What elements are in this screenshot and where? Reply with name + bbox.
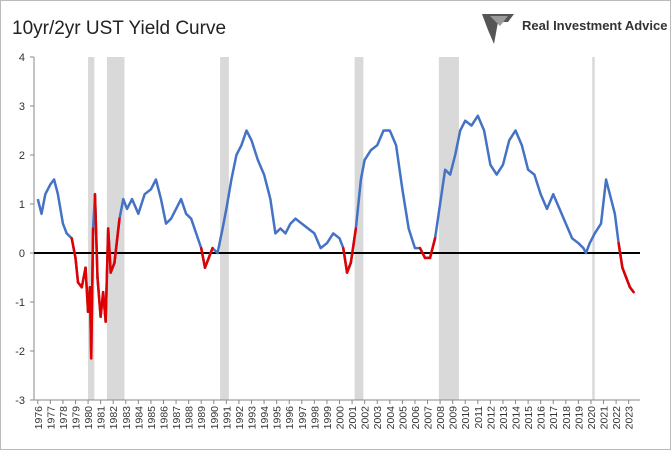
inverted-segment [428, 237, 437, 260]
x-tick-label: 2000 [335, 406, 347, 430]
x-tick-label: 1978 [58, 406, 70, 430]
inverted-segment [617, 241, 624, 269]
brand-logo [482, 14, 514, 44]
recession-band [106, 57, 125, 400]
x-tick-label: 1983 [121, 406, 133, 430]
x-tick-label: 1980 [83, 406, 95, 430]
x-tick-label: 2021 [599, 406, 611, 430]
x-tick-label: 1999 [322, 406, 334, 430]
x-tick-label: 1976 [33, 406, 45, 430]
x-tick-label: 1981 [96, 406, 108, 430]
x-tick-label: 1988 [184, 406, 196, 430]
inverted-segment [89, 227, 95, 360]
inverted-segment [93, 192, 99, 279]
x-tick-label: 2023 [624, 406, 636, 430]
x-tick-label: 1998 [309, 406, 321, 430]
x-tick-label: 2013 [498, 406, 510, 430]
x-tick-label: 2020 [586, 406, 598, 430]
x-tick-label: 1984 [133, 406, 145, 430]
inverted-segment [349, 227, 358, 265]
x-tick-label: 2011 [473, 406, 485, 429]
inverted-segment [342, 246, 349, 274]
x-tick-label: 2004 [385, 406, 397, 430]
x-tick-label: 2009 [448, 406, 460, 430]
x-tick-label: 2007 [423, 406, 435, 430]
y-tick-label: 0 [19, 248, 25, 260]
inverted-segment [628, 286, 635, 294]
x-tick-label: 1979 [70, 406, 82, 430]
inverted-segment [207, 246, 214, 260]
x-tick-label: 1996 [284, 406, 296, 430]
x-tick-label: 2022 [611, 406, 623, 430]
x-tick-label: 2014 [511, 406, 523, 430]
recession-band [354, 57, 364, 400]
recession-band [592, 57, 595, 400]
x-tick-label: 1987 [171, 406, 183, 430]
x-tick-label: 2019 [573, 406, 585, 430]
inverted-segment [203, 256, 211, 269]
x-tick-label: 2016 [536, 406, 548, 430]
inverted-segment [113, 217, 121, 265]
x-tick-label: 1992 [234, 406, 246, 430]
x-tick-label: 2017 [548, 406, 560, 430]
inverted-segment [70, 237, 77, 260]
y-tick-label: 4 [19, 52, 25, 64]
x-tick-label: 2010 [460, 406, 472, 430]
inverted-segment [109, 261, 116, 274]
y-tick-label: 2 [19, 150, 25, 162]
x-tick-label: 1997 [297, 406, 309, 430]
x-tick-label: 2006 [410, 406, 422, 430]
x-tick-label: 1977 [45, 406, 57, 430]
inverted-segment [74, 256, 80, 284]
y-tick-label: -2 [15, 346, 25, 358]
recession-band [438, 57, 459, 400]
chart-title: 10yr/2yr UST Yield Curve [12, 18, 226, 39]
inverted-segment [621, 266, 628, 279]
y-tick-label: -1 [15, 297, 25, 309]
x-tick-label: 2015 [523, 406, 535, 430]
x-tick-label: 2005 [397, 406, 409, 430]
inverted-segment [199, 246, 207, 269]
x-tick-label: 1993 [247, 406, 259, 430]
inverted-segment [418, 246, 427, 260]
y-tick-label: 3 [19, 101, 25, 113]
recession-band [88, 57, 95, 400]
x-tick-label: 1994 [259, 406, 271, 430]
inverted-segment [104, 227, 110, 323]
inverted-segment [106, 227, 112, 274]
x-tick-label: 2003 [372, 406, 384, 430]
x-tick-label: 1985 [146, 406, 158, 430]
x-tick-label: 2001 [347, 406, 359, 430]
recession-band [220, 57, 229, 400]
inverted-segment [345, 261, 353, 274]
x-tick-label: 2002 [360, 406, 372, 430]
x-tick-label: 1986 [158, 406, 170, 430]
x-tick-label: 1990 [209, 406, 221, 430]
y-tick-label: -3 [15, 395, 25, 407]
brand-name: Real Investment Advice [522, 18, 667, 33]
x-tick-label: 1982 [108, 406, 120, 430]
inverted-segment [624, 276, 632, 289]
x-tick-label: 1989 [196, 406, 208, 430]
y-tick-label: 1 [19, 199, 25, 211]
x-tick-label: 2012 [485, 406, 497, 430]
x-tick-label: 1995 [272, 406, 284, 430]
x-tick-label: 2008 [435, 406, 447, 430]
x-tick-label: 1991 [221, 406, 233, 430]
x-tick-label: 2018 [561, 406, 573, 430]
